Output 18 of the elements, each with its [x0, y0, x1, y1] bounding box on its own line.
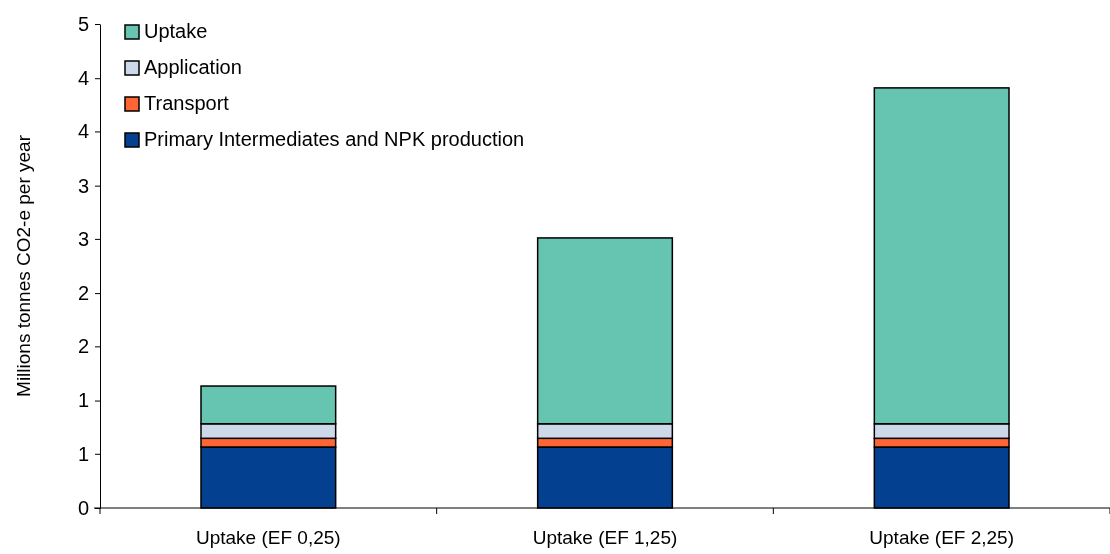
y-axis-title: Millions tonnes CO2-e per year	[13, 134, 34, 397]
y-tick-label: 0	[77, 496, 89, 519]
y-tick-label: 1	[77, 389, 89, 412]
y-tick-label: 3	[77, 227, 89, 250]
y-tick-label: 1	[77, 442, 89, 465]
x-tick-label: Uptake (EF 0,25)	[196, 527, 341, 548]
y-tick-label: 3	[77, 174, 89, 197]
y-tick-label: 4	[77, 120, 89, 143]
y-tick-label: 2	[77, 335, 89, 358]
x-tick-label: Uptake (EF 2,25)	[869, 527, 1014, 548]
legend-label: Primary Intermediates and NPK production	[144, 128, 525, 150]
y-tick-label: 2	[77, 282, 89, 304]
legend-label: Application	[144, 56, 242, 78]
x-tick-label: Uptake (EF 1,25)	[532, 527, 678, 548]
legend-label: Transport	[144, 92, 230, 114]
y-tick-label: 4	[77, 67, 89, 90]
legend-label: Uptake	[144, 20, 208, 42]
y-tick-label: 5	[77, 12, 89, 35]
